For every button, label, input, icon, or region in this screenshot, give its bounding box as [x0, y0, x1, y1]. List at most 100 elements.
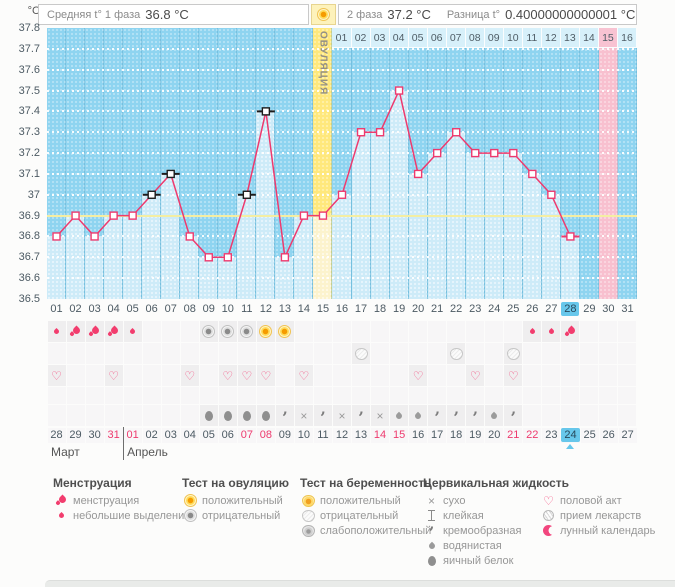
- pregnancy-test-row-cell-06[interactable]: [142, 343, 161, 364]
- medication-row-cell-04[interactable]: [104, 387, 123, 404]
- cycle-day-label-07[interactable]: 07: [164, 303, 177, 315]
- intercourse-row-cell-04[interactable]: ♡: [104, 365, 123, 386]
- bleeding-ovulation-test-row-cell-14[interactable]: [294, 321, 313, 342]
- day-column-27[interactable]: [541, 28, 561, 299]
- cervical-fluid-row-cell-03[interactable]: [85, 405, 104, 426]
- day-column-30[interactable]: [598, 28, 618, 299]
- cervical-fluid-row-cell-07[interactable]: [161, 405, 180, 426]
- pregnancy-test-row-cell-29[interactable]: [580, 343, 599, 364]
- bleeding-ovulation-test-row-cell-31[interactable]: [618, 321, 637, 342]
- calendar-date-26[interactable]: 26: [599, 428, 618, 443]
- calendar-date-30[interactable]: 30: [85, 428, 104, 443]
- bleeding-ovulation-test-row-cell-23[interactable]: [466, 321, 485, 342]
- medication-row-cell-19[interactable]: [390, 387, 409, 404]
- day-column-12[interactable]: [256, 28, 276, 299]
- cycle-day-label-25[interactable]: 25: [507, 303, 520, 315]
- cycle-day-label-29[interactable]: 29: [583, 303, 596, 315]
- calendar-date-31[interactable]: 31: [104, 428, 123, 443]
- cervical-fluid-row-cell-04[interactable]: [104, 405, 123, 426]
- cycle-day-label-28[interactable]: 28: [561, 301, 580, 319]
- cervical-fluid-row-cell-05[interactable]: [123, 405, 142, 426]
- intercourse-row-cell-24[interactable]: [485, 365, 504, 386]
- cervical-fluid-row-cell-18[interactable]: ×: [371, 405, 390, 426]
- calendar-date-15[interactable]: 15: [390, 428, 409, 443]
- medication-row-cell-03[interactable]: [85, 387, 104, 404]
- medication-row-cell-06[interactable]: [142, 387, 161, 404]
- bleeding-ovulation-test-row-cell-13[interactable]: [275, 321, 294, 342]
- calendar-date-18[interactable]: 18: [447, 428, 466, 443]
- bleeding-ovulation-test-row-cell-06[interactable]: [142, 321, 161, 342]
- cervical-fluid-row-cell-01[interactable]: [47, 405, 66, 426]
- medication-row-cell-13[interactable]: [275, 387, 294, 404]
- pregnancy-test-row-cell-17[interactable]: [352, 343, 371, 364]
- calendar-date-12[interactable]: 12: [332, 428, 351, 443]
- medication-row-cell-23[interactable]: [466, 387, 485, 404]
- calendar-date-28[interactable]: 28: [47, 428, 66, 443]
- calendar-date-22[interactable]: 22: [523, 428, 542, 443]
- medication-row-cell-10[interactable]: [218, 387, 237, 404]
- medication-row-cell-28[interactable]: [561, 387, 580, 404]
- cervical-fluid-row-cell-25[interactable]: ’: [504, 405, 523, 426]
- intercourse-row-cell-10[interactable]: ♡: [218, 365, 237, 386]
- intercourse-row-cell-31[interactable]: [618, 365, 637, 386]
- calendar-date-01[interactable]: 01: [123, 428, 142, 443]
- medication-row-cell-25[interactable]: [504, 387, 523, 404]
- medication-row-cell-12[interactable]: [256, 387, 275, 404]
- bleeding-ovulation-test-row-cell-12[interactable]: [256, 321, 275, 342]
- pregnancy-test-row-cell-27[interactable]: [542, 343, 561, 364]
- pregnancy-test-row-cell-25[interactable]: [504, 343, 523, 364]
- intercourse-row-cell-12[interactable]: ♡: [256, 365, 275, 386]
- bleeding-ovulation-test-row-cell-16[interactable]: [332, 321, 351, 342]
- bleeding-ovulation-test-row-cell-25[interactable]: [504, 321, 523, 342]
- day-column-07[interactable]: [161, 28, 181, 299]
- cycle-day-label-10[interactable]: 10: [221, 303, 234, 315]
- day-column-13[interactable]: [275, 28, 295, 299]
- cervical-fluid-row-cell-23[interactable]: ’: [466, 405, 485, 426]
- medication-row-cell-15[interactable]: [313, 387, 332, 404]
- day-column-23[interactable]: [465, 28, 485, 299]
- bleeding-ovulation-test-row-cell-03[interactable]: [85, 321, 104, 342]
- day-column-25[interactable]: [503, 28, 523, 299]
- calendar-date-14[interactable]: 14: [371, 428, 390, 443]
- bleeding-ovulation-test-row-cell-04[interactable]: [104, 321, 123, 342]
- pregnancy-test-row-cell-08[interactable]: [180, 343, 199, 364]
- day-column-28[interactable]: [560, 28, 580, 299]
- intercourse-row-cell-07[interactable]: [161, 365, 180, 386]
- cycle-day-label-31[interactable]: 31: [621, 303, 634, 315]
- day-column-06[interactable]: [142, 28, 162, 299]
- medication-row-cell-08[interactable]: [180, 387, 199, 404]
- intercourse-row-cell-03[interactable]: [85, 365, 104, 386]
- cervical-fluid-row-cell-08[interactable]: [180, 405, 199, 426]
- day-column-11[interactable]: [237, 28, 257, 299]
- cycle-day-label-01[interactable]: 01: [50, 303, 63, 315]
- intercourse-row-cell-25[interactable]: ♡: [504, 365, 523, 386]
- cycle-day-label-20[interactable]: 20: [411, 303, 425, 315]
- cycle-day-label-24[interactable]: 24: [488, 303, 501, 315]
- bleeding-ovulation-test-row-cell-19[interactable]: [390, 321, 409, 342]
- calendar-date-20[interactable]: 20: [485, 428, 504, 443]
- cycle-day-label-05[interactable]: 05: [126, 303, 139, 315]
- pregnancy-test-row-cell-02[interactable]: [66, 343, 85, 364]
- cervical-fluid-row-cell-09[interactable]: [199, 405, 218, 426]
- cervical-fluid-row-cell-15[interactable]: ’: [313, 405, 332, 426]
- bleeding-ovulation-test-row-cell-05[interactable]: [123, 321, 142, 342]
- bleeding-ovulation-test-row-cell-15[interactable]: [313, 321, 332, 342]
- intercourse-row-cell-06[interactable]: [142, 365, 161, 386]
- medication-row-cell-24[interactable]: [485, 387, 504, 404]
- pregnancy-test-row-cell-05[interactable]: [123, 343, 142, 364]
- cycle-day-label-06[interactable]: 06: [145, 303, 158, 315]
- calendar-date-04[interactable]: 04: [180, 428, 199, 443]
- calendar-date-10[interactable]: 10: [294, 428, 313, 443]
- cycle-day-label-16[interactable]: 16: [335, 303, 349, 315]
- bleeding-ovulation-test-row-cell-28[interactable]: [561, 321, 580, 342]
- bleeding-ovulation-test-row-cell-17[interactable]: [352, 321, 371, 342]
- bleeding-ovulation-test-row-cell-11[interactable]: [237, 321, 256, 342]
- cycle-day-label-17[interactable]: 17: [354, 303, 368, 315]
- pregnancy-test-row-cell-26[interactable]: [523, 343, 542, 364]
- day-column-16[interactable]: [332, 28, 352, 299]
- intercourse-row-cell-14[interactable]: ♡: [294, 365, 313, 386]
- cycle-day-label-19[interactable]: 19: [392, 303, 406, 315]
- calendar-date-29[interactable]: 29: [66, 428, 85, 443]
- cycle-day-label-15[interactable]: 15: [316, 303, 330, 315]
- medication-row-cell-22[interactable]: [447, 387, 466, 404]
